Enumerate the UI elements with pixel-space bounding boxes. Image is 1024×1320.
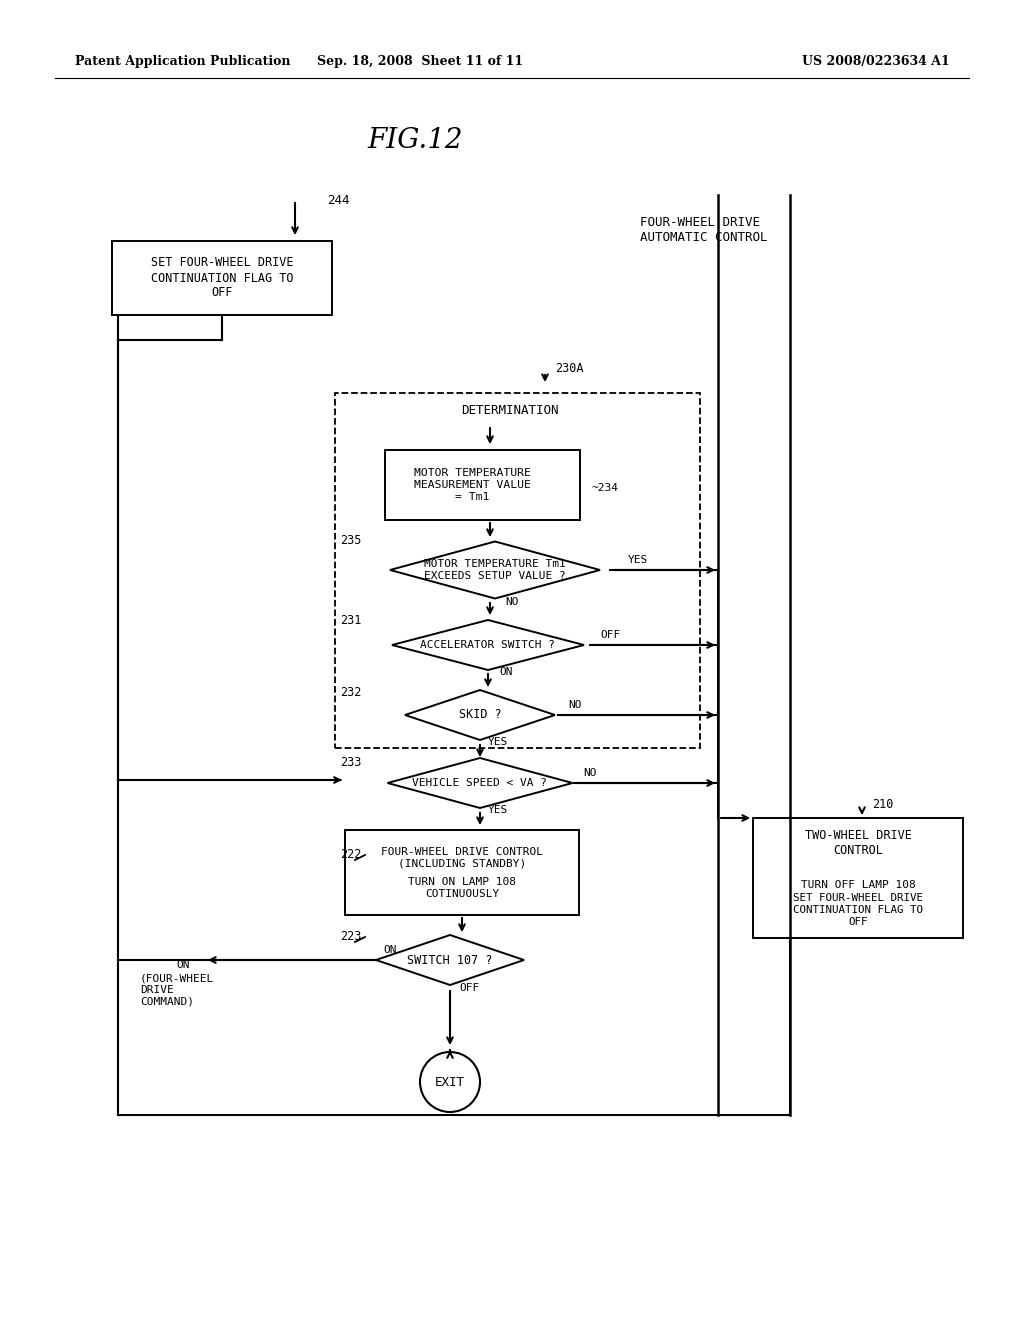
Text: Patent Application Publication: Patent Application Publication bbox=[75, 55, 291, 69]
Text: 231: 231 bbox=[340, 614, 361, 627]
Text: FOUR-WHEEL DRIVE CONTROL
(INCLUDING STANDBY): FOUR-WHEEL DRIVE CONTROL (INCLUDING STAN… bbox=[381, 847, 543, 869]
Text: OFF: OFF bbox=[600, 630, 621, 640]
Text: SKID ?: SKID ? bbox=[459, 709, 502, 722]
Text: OFF: OFF bbox=[460, 983, 480, 993]
Text: 210: 210 bbox=[872, 799, 893, 812]
Text: TURN ON LAMP 108
COTINUOUSLY: TURN ON LAMP 108 COTINUOUSLY bbox=[408, 878, 516, 899]
Text: DETERMINATION: DETERMINATION bbox=[461, 404, 559, 417]
Polygon shape bbox=[387, 758, 572, 808]
Polygon shape bbox=[390, 541, 600, 598]
FancyBboxPatch shape bbox=[112, 242, 332, 315]
Polygon shape bbox=[406, 690, 555, 741]
FancyBboxPatch shape bbox=[345, 829, 579, 915]
Text: 230A: 230A bbox=[555, 362, 584, 375]
Text: TWO-WHEEL DRIVE
CONTROL: TWO-WHEEL DRIVE CONTROL bbox=[805, 829, 911, 857]
Text: 235: 235 bbox=[340, 535, 361, 548]
Text: MOTOR TEMPERATURE
MEASUREMENT VALUE
= Tm1: MOTOR TEMPERATURE MEASUREMENT VALUE = Tm… bbox=[414, 469, 530, 502]
FancyBboxPatch shape bbox=[384, 450, 580, 520]
Text: ON: ON bbox=[500, 667, 513, 677]
Text: YES: YES bbox=[487, 737, 508, 747]
Text: NO: NO bbox=[568, 700, 582, 710]
Text: VEHICLE SPEED < VA ?: VEHICLE SPEED < VA ? bbox=[413, 777, 548, 788]
Text: TURN OFF LAMP 108: TURN OFF LAMP 108 bbox=[801, 880, 915, 890]
Text: ACCELERATOR SWITCH ?: ACCELERATOR SWITCH ? bbox=[421, 640, 555, 649]
Text: (FOUR-WHEEL
DRIVE
COMMAND): (FOUR-WHEEL DRIVE COMMAND) bbox=[140, 973, 214, 1007]
Text: YES: YES bbox=[487, 805, 508, 814]
FancyBboxPatch shape bbox=[335, 393, 700, 748]
Circle shape bbox=[420, 1052, 480, 1111]
Text: 244: 244 bbox=[327, 194, 349, 206]
Text: 232: 232 bbox=[340, 685, 361, 698]
Text: FOUR-WHEEL DRIVE
AUTOMATIC CONTROL: FOUR-WHEEL DRIVE AUTOMATIC CONTROL bbox=[640, 216, 768, 244]
Polygon shape bbox=[392, 620, 584, 671]
Text: 233: 233 bbox=[340, 755, 361, 768]
Text: EXIT: EXIT bbox=[435, 1076, 465, 1089]
Text: ON: ON bbox=[383, 945, 396, 954]
Text: Sep. 18, 2008  Sheet 11 of 11: Sep. 18, 2008 Sheet 11 of 11 bbox=[317, 55, 523, 69]
Text: 222: 222 bbox=[340, 849, 361, 862]
Text: MOTOR TEMPERATURE Tm1
EXCEEDS SETUP VALUE ?: MOTOR TEMPERATURE Tm1 EXCEEDS SETUP VALU… bbox=[424, 560, 566, 581]
Text: NO: NO bbox=[583, 768, 597, 777]
Text: FIG.12: FIG.12 bbox=[368, 127, 463, 153]
Text: SET FOUR-WHEEL DRIVE
CONTINUATION FLAG TO
OFF: SET FOUR-WHEEL DRIVE CONTINUATION FLAG T… bbox=[151, 256, 293, 300]
Text: NO: NO bbox=[505, 597, 519, 607]
Text: SET FOUR-WHEEL DRIVE
CONTINUATION FLAG TO
OFF: SET FOUR-WHEEL DRIVE CONTINUATION FLAG T… bbox=[793, 894, 923, 927]
Text: ON: ON bbox=[176, 960, 189, 970]
Text: YES: YES bbox=[628, 554, 648, 565]
Polygon shape bbox=[376, 935, 524, 985]
Text: ~234: ~234 bbox=[592, 483, 618, 492]
FancyBboxPatch shape bbox=[753, 818, 963, 939]
Text: 223: 223 bbox=[340, 931, 361, 944]
Text: US 2008/0223634 A1: US 2008/0223634 A1 bbox=[802, 55, 950, 69]
Text: SWITCH 107 ?: SWITCH 107 ? bbox=[408, 953, 493, 966]
